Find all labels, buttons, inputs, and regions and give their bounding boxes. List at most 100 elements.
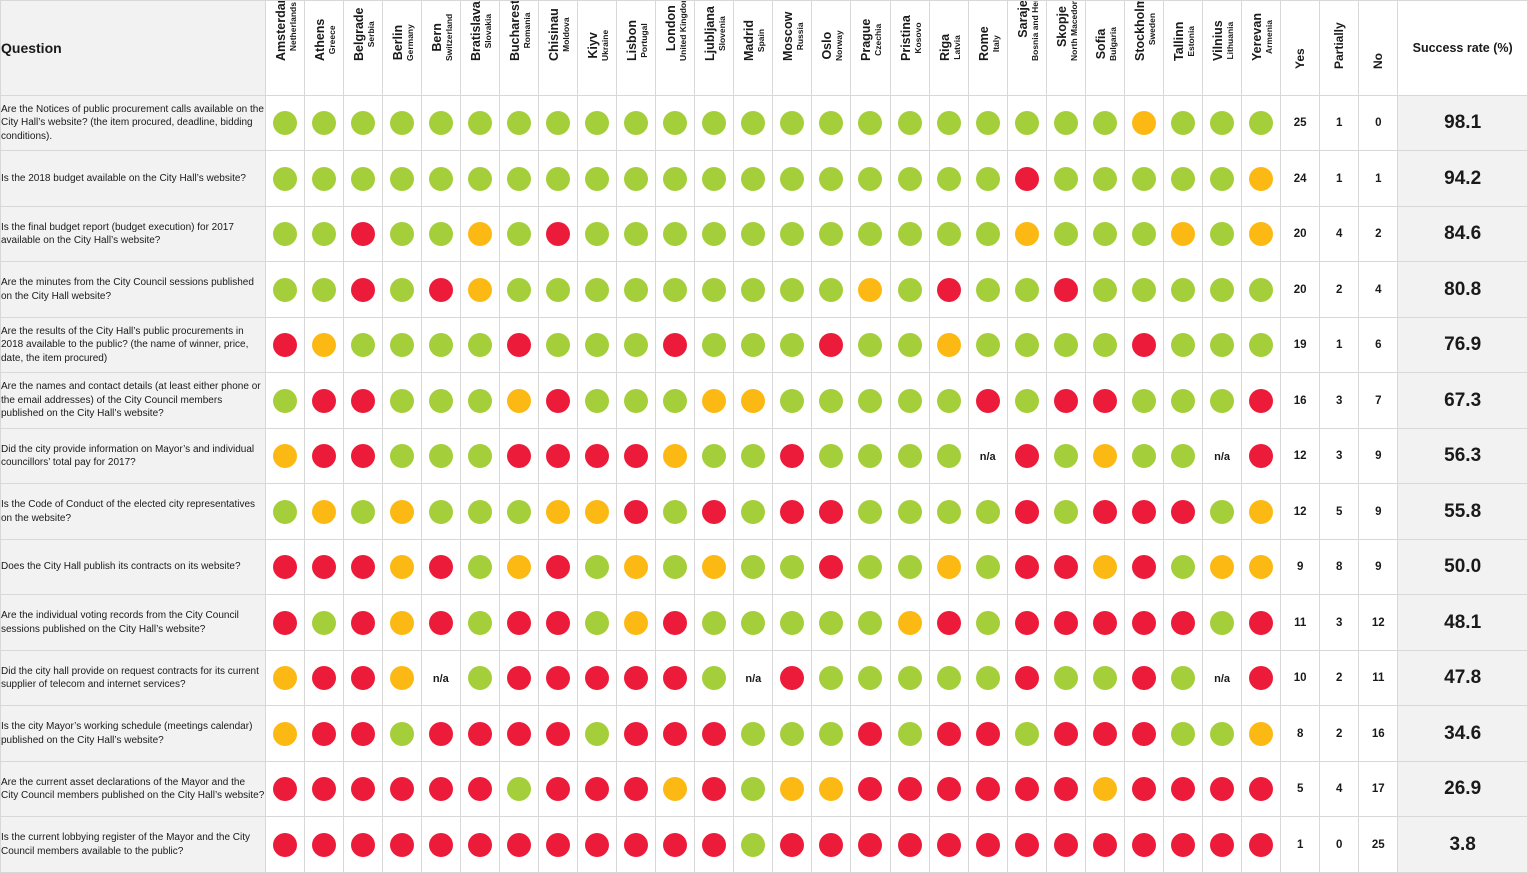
answer-cell [928, 261, 969, 318]
answer-cell [381, 761, 422, 817]
answer-cell [381, 206, 422, 262]
answer-cell [264, 372, 305, 429]
no-dot-icon [1131, 777, 1156, 801]
yes-dot-icon [467, 555, 492, 579]
no-dot-icon [506, 333, 531, 357]
answer-cell [1045, 372, 1086, 429]
no-dot-icon [897, 832, 922, 857]
no-dot-icon [428, 277, 453, 302]
yes-dot-icon [1170, 721, 1195, 746]
answer-cell [303, 594, 344, 651]
yes-dot-icon [1210, 610, 1235, 635]
no-dot-icon [1210, 832, 1235, 857]
partially-dot-icon [467, 222, 492, 246]
answer-cell [850, 539, 891, 595]
yes-dot-icon [272, 166, 297, 191]
partially-dot-icon [780, 777, 805, 801]
answer-cell [537, 372, 579, 429]
city-label: Vilnius Lithuania [1210, 20, 1235, 61]
no-dot-icon [1014, 555, 1039, 579]
no-dot-icon [428, 777, 453, 801]
answer-cell [1084, 428, 1125, 484]
answer-cell [537, 317, 579, 373]
city-country: Serbia [365, 20, 376, 47]
not-applicable-label: n/a [745, 673, 762, 685]
no-dot-icon [702, 499, 727, 524]
no-dot-icon [780, 499, 805, 524]
answer-cell [1162, 594, 1204, 651]
answer-cell [1006, 150, 1047, 207]
yes-dot-icon [741, 555, 766, 579]
city-label: Rome Italy [975, 26, 1000, 61]
no-dot-icon [1014, 444, 1039, 468]
answer-cell [1006, 372, 1047, 429]
partially-dot-icon [1092, 555, 1117, 579]
city-name: Moscow [781, 11, 796, 61]
answer-cell [459, 594, 500, 651]
no-dot-icon [1131, 666, 1156, 690]
city-label: Bucharest Romania [507, 2, 532, 61]
no-dot-icon [1053, 610, 1078, 635]
city-country: Russia [795, 21, 806, 50]
yes-dot-icon [741, 111, 766, 135]
answer-cell [616, 539, 657, 595]
answer-cell [889, 206, 930, 262]
answer-cell [772, 372, 813, 429]
answer-cell [459, 261, 500, 318]
answer-cell [577, 816, 618, 873]
city-country: Switzerland [443, 13, 454, 61]
city-label: Athens Greece [311, 18, 336, 60]
yes-dot-icon [585, 222, 610, 246]
city-column-header: Tallinn Estonia [1162, 0, 1204, 96]
answer-cell [1045, 95, 1086, 151]
answer-cell [1123, 95, 1164, 151]
city-column-header: Madrid Spain [733, 0, 774, 96]
answer-cell [420, 705, 461, 762]
answer-cell [303, 483, 344, 540]
yes-dot-icon [702, 277, 727, 302]
answer-cell [1162, 705, 1204, 762]
yes-dot-icon [936, 166, 961, 191]
partially-dot-icon [663, 777, 688, 801]
answer-cell [733, 594, 774, 651]
no-dot-icon [1053, 832, 1078, 857]
answer-cell [967, 206, 1008, 262]
answer-cell [1241, 428, 1282, 484]
yes-dot-icon [702, 166, 727, 191]
yes-dot-icon [585, 388, 610, 413]
city-column-header: Moscow Russia [772, 0, 813, 96]
city-label: Bratislava Slovakia [468, 2, 493, 61]
answer-cell [381, 150, 422, 207]
city-name: Stockholm [1132, 0, 1147, 61]
yes-dot-icon [428, 388, 453, 413]
answer-cell [498, 539, 539, 595]
city-name: Chisinau [546, 7, 561, 61]
answer-cell [967, 650, 1008, 706]
answer-cell [811, 650, 852, 706]
yes-dot-icon [585, 166, 610, 191]
answer-cell [498, 317, 539, 373]
yes-dot-icon [1249, 111, 1274, 135]
yes-dot-icon [1210, 111, 1235, 135]
question-text: Is the current lobbying register of the … [0, 816, 266, 873]
answer-cell [1006, 705, 1047, 762]
city-column-header: Rome Italy [967, 0, 1008, 96]
answer-cell [694, 539, 735, 595]
answer-cell [1123, 483, 1164, 540]
answer-cell: n/a [420, 650, 461, 706]
answer-cell [694, 761, 735, 817]
answer-cell [342, 317, 383, 373]
answer-cell [303, 261, 344, 318]
yes-dot-icon [663, 388, 688, 413]
yes-dot-icon [1092, 277, 1117, 302]
yes-dot-icon [702, 610, 727, 635]
success-rate-value: 48.1 [1397, 594, 1528, 651]
answer-cell [733, 705, 774, 762]
answer-cell [616, 761, 657, 817]
no-dot-icon [311, 555, 336, 579]
yes-dot-icon [975, 666, 1000, 690]
answer-cell: n/a [967, 428, 1008, 484]
answer-cell [264, 594, 305, 651]
city-name: Bern [429, 22, 444, 52]
not-applicable-label: n/a [979, 451, 996, 463]
